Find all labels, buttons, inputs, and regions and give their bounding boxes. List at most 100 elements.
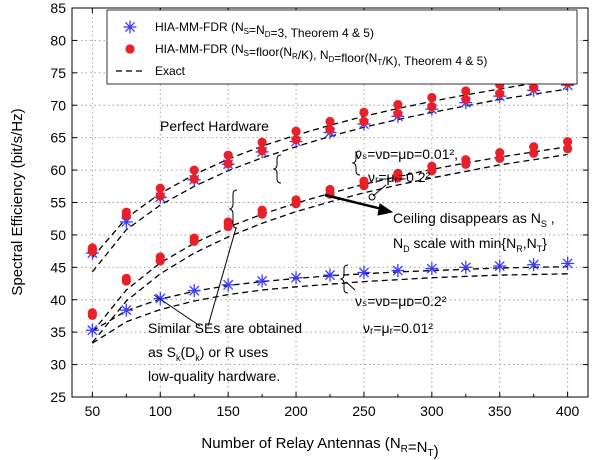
legend-label-sub: S [244,49,249,58]
brace-lower [339,264,349,294]
data-point-asterisk [425,262,439,276]
data-point-circle [291,199,301,209]
legend-label-sub: S [244,27,249,36]
data-point-asterisk [85,323,99,337]
ceiling-line1-text: Ceiling disappears as N [393,210,541,226]
y-tick-label: 60 [50,162,66,178]
data-point-asterisk-stroke [189,285,200,296]
similar-se-line3: low-quality hardware. [148,368,280,384]
legend-label: HIA-MM-FDR (NS=floor(NR/K), ND=floor(NT/… [155,42,487,68]
legend-label-n: N [369,51,378,65]
data-point-asterisk-stroke [121,305,132,316]
hw-params-perfect-line1: νₛ=νᴅ=μᴅ=0.01², [355,146,458,162]
legend-label-n: N [256,23,265,37]
data-point-asterisk-stroke [155,293,166,304]
legend-label-sub: D [265,30,271,39]
pointer-hw2 [345,281,356,291]
data-point-circle [189,165,199,175]
pointer-ceiling-arrow [324,193,387,212]
legend-label-sub: T [377,58,382,67]
legend-label-text: HIA-MM-FDR ( [155,42,235,56]
x-tick-label: 50 [85,403,101,419]
pointer-hw1 [372,184,387,197]
annotation-pointers [153,150,394,327]
pointer-ceiling-arrowhead [377,203,394,216]
data-point-circle [529,142,539,152]
legend-label-text: =3, Theorem 4 & 5) [270,26,374,40]
legend-label-n: N [283,45,292,59]
x-axis-title-n: N [417,439,428,456]
brace-upper-left [272,154,282,184]
x-tick-label: 300 [420,403,444,419]
y-tick-label: 75 [50,65,66,81]
exact-curve-2 [91,88,568,273]
legend-label-sub: R [292,52,298,61]
data-point-asterisk-stroke [324,270,336,281]
data-point-asterisk-stroke [358,267,370,278]
x-tick-label: 200 [284,403,308,419]
y-tick-label: 45 [50,259,66,275]
data-point-circle [223,150,233,160]
legend-label-n: N [320,48,329,62]
data-point-circle [359,116,369,127]
legend-label: Exact [155,64,186,78]
data-point-circle [427,166,437,176]
data-point-circle [291,135,301,145]
data-point-circle [529,148,539,158]
x-axis-title-text: ) [434,443,439,460]
y-tick-label: 70 [50,97,66,113]
hw-params-perfect-line2: νᵣ=μᵣ=0.2² [368,169,431,185]
data-point-asterisk [459,260,473,274]
x-tick-label: 350 [488,403,512,419]
data-point-asterisk-stroke [223,279,234,290]
data-point-circle [393,109,403,119]
ceiling-label-line2: ND scale with min{NR,NT} [393,235,547,254]
exact-curve-4 [91,153,568,343]
legend-label-text: =floor( [334,51,368,65]
legend-label-text: HIA-MM-FDR ( [155,20,235,34]
x-axis-title-text: = [408,439,417,456]
data-point-circle [427,101,437,112]
data-point-circle [155,256,165,266]
data-point-asterisk [323,268,337,282]
annotations: Perfect Hardware Ceiling disappears as N… [148,118,555,384]
similar-se-line1: Similar SEs are obtained [148,320,302,336]
y-axis-title: Spectral Efficiency (bit/s/Hz) [9,108,26,295]
legend-label-text: /K), Theorem 4 & 5) [382,54,487,68]
y-tick-label: 30 [50,357,66,373]
y-tick-label: 55 [50,195,66,211]
data-point-asterisk-stroke [426,263,437,274]
data-point-asterisk-stroke [290,272,302,283]
data-point-circle [155,191,165,201]
y-tick-label: 85 [50,0,66,16]
data-point-circle [189,174,199,184]
data-point-circle [359,181,369,191]
data-point-asterisk [289,271,303,285]
data-point-asterisk-stroke [392,265,403,276]
data-point-circle [257,146,267,156]
data-point-circle [155,183,165,193]
legend-label-n: N [235,20,244,34]
data-point-asterisk [153,291,167,305]
data-point-circle [461,86,471,96]
axis-ticks: 50 100 150 200 250 300 350 400 25 30 35 40 45 50 55 60 6… [50,0,588,419]
pointer-similar-2 [153,294,201,327]
data-point-circle [495,88,505,99]
data-point-circle [359,107,369,117]
data-point-circle [189,236,199,246]
legend-label-text: =floor( [249,45,283,59]
y-tick-label: 50 [50,227,66,243]
legend-label-text: Exact [155,64,186,78]
brace-hw1 [351,150,361,176]
legend-marker-circle [125,44,135,54]
data-point-circle [223,221,233,232]
data-point-circle [223,159,233,169]
legend: HIA-MM-FDR (NS=ND=3, Theorem 4 & 5)HIA-M… [106,9,578,85]
x-axis-title-sub: T [428,448,434,459]
y-tick-label: 35 [50,324,66,340]
brace-mid-left [228,189,238,229]
data-point-circle [495,153,505,164]
x-axis-title: Number of Relay Antennas (NR=NT) [201,435,438,460]
data-point-circle [87,310,97,320]
